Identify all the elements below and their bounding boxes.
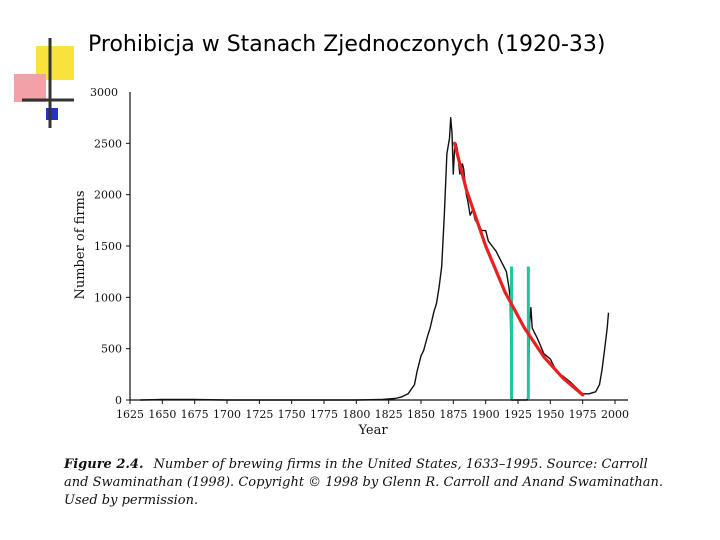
y-tick-label: 1500: [94, 240, 122, 253]
x-tick-label: 1925: [504, 408, 532, 421]
x-tick-label: 1650: [148, 408, 176, 421]
y-tick-label: 2500: [94, 137, 122, 150]
chart-axes: [129, 92, 628, 401]
y-tick-label: 1000: [94, 291, 122, 304]
y-ticks: 0 500 1000 1500 2000 2500: [94, 137, 130, 407]
x-tick-label: 1700: [213, 408, 241, 421]
x-tick-label: 1675: [181, 408, 209, 421]
figure-label: Figure 2.4.: [64, 457, 144, 472]
brewing-firms-chart: 0 500 1000 1500 2000 2500 1625 1650 1675 1700 172…: [73, 86, 629, 438]
x-axis-title: Year: [357, 423, 388, 438]
x-tick-label: 1775: [310, 408, 338, 421]
slide-decoration: [14, 38, 74, 128]
x-tick-label: 1750: [278, 408, 306, 421]
y-tick-label: 0: [115, 394, 122, 407]
x-ticks: 1625 1650 1675 1700 1725 1750 1775 1800 1825 1850…: [116, 400, 629, 421]
slide-title: Prohibicja w Stanach Zjednoczonych (1920…: [88, 32, 606, 57]
trend-annotation: [453, 141, 585, 397]
x-tick-label: 1825: [375, 408, 403, 421]
data-series: [140, 117, 610, 401]
series-line-brewing-firms: [140, 117, 610, 401]
x-tick-label: 1900: [472, 408, 500, 421]
trend-line: [453, 141, 585, 397]
y-tick-label: 500: [101, 343, 122, 356]
y-axis-top-label: 3000: [90, 86, 118, 99]
figure-caption: Figure 2.4. Number of brewing firms in th…: [64, 456, 664, 510]
deco-pink-square: [14, 74, 46, 102]
x-tick-label: 1850: [407, 408, 435, 421]
x-tick-label: 1800: [342, 408, 370, 421]
deco-blue-square: [46, 108, 58, 120]
x-tick-label: 1725: [245, 408, 273, 421]
figure-caption-text: Number of brewing firms in the United St…: [64, 457, 664, 508]
y-tick-label: 2000: [94, 189, 122, 202]
x-tick-label: 1625: [116, 408, 144, 421]
x-tick-label: 2000: [601, 408, 629, 421]
x-tick-label: 1975: [569, 408, 597, 421]
y-axis-title: Number of firms: [73, 190, 88, 299]
x-tick-label: 1950: [536, 408, 564, 421]
x-tick-label: 1875: [439, 408, 467, 421]
